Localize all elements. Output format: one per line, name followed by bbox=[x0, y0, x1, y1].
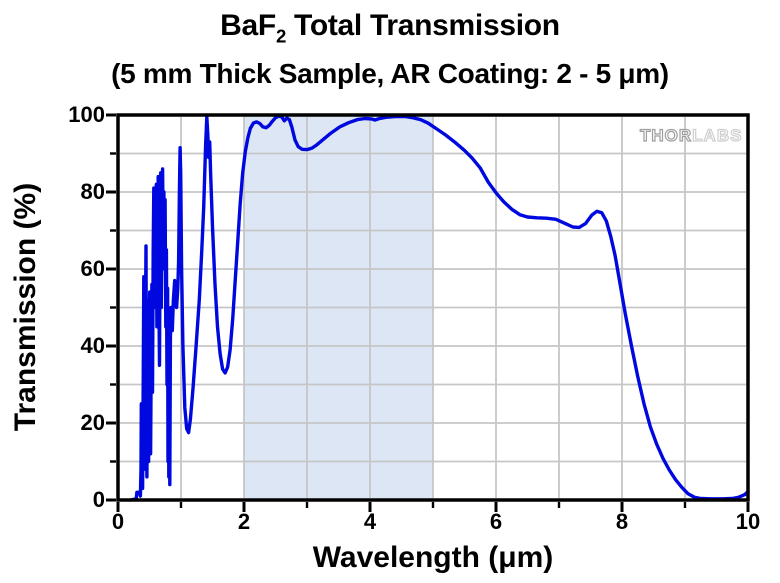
plot-border bbox=[116, 113, 750, 502]
thorlabs-watermark-thor: THOR bbox=[639, 125, 693, 145]
y-tick-label: 40 bbox=[80, 333, 105, 358]
y-tick-label: 100 bbox=[68, 102, 105, 127]
x-axis-label: Wavelength (μm) bbox=[312, 541, 554, 574]
chart-title-subscript: 2 bbox=[275, 25, 286, 47]
x-tick-label: 0 bbox=[111, 509, 125, 534]
x-tick-label: 8 bbox=[615, 509, 629, 534]
chart-title: BaF2 Total Transmission bbox=[0, 9, 780, 47]
chart-subtitle: (5 mm Thick Sample, AR Coating: 2 - 5 μm… bbox=[111, 58, 669, 89]
y-tick-label: 60 bbox=[80, 256, 105, 281]
x-tick-label: 10 bbox=[735, 509, 761, 534]
y-tick-label: 20 bbox=[80, 410, 105, 435]
y-tick-label: 80 bbox=[80, 179, 105, 204]
thorlabs-watermark: THORLABS bbox=[639, 125, 750, 146]
chart-title-suffix: Total Transmission bbox=[286, 9, 560, 42]
x-tick-label: 6 bbox=[489, 509, 503, 534]
x-tick-label: 4 bbox=[363, 509, 377, 534]
chart-title-prefix: BaF bbox=[220, 9, 276, 42]
transmission-curve bbox=[128, 114, 750, 502]
x-tick-label: 2 bbox=[237, 509, 251, 534]
thorlabs-watermark-labs: LABS bbox=[692, 125, 743, 145]
y-tick-label: 0 bbox=[92, 487, 105, 512]
